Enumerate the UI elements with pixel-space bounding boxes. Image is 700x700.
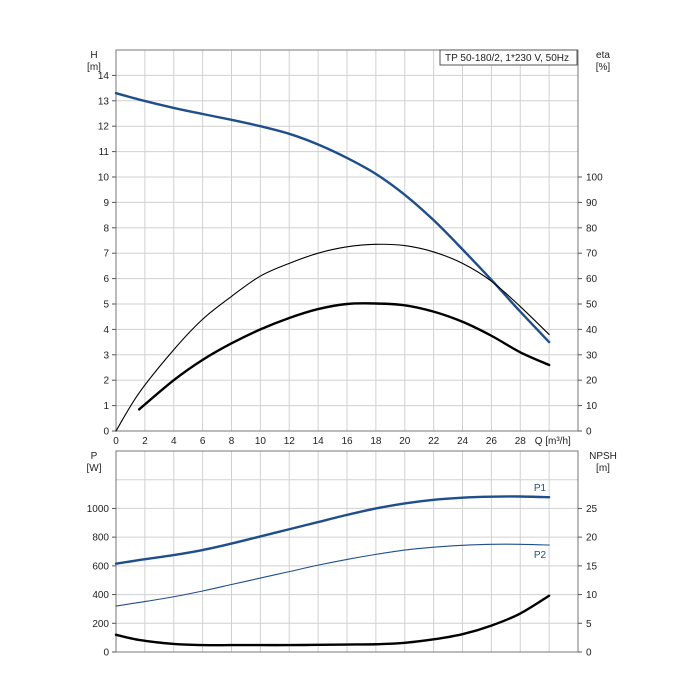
y-right-tick-label: 80 xyxy=(586,223,598,234)
series-line-p2 xyxy=(115,543,550,607)
y-left-tick-label: 7 xyxy=(103,249,109,260)
y-left-tick-label: 4 xyxy=(103,325,109,336)
x-tick-label: 28 xyxy=(515,436,527,447)
chart-title: TP 50-180/2, 1*230 V, 50Hz xyxy=(445,53,569,64)
y-right-tick-label: 0 xyxy=(586,427,592,438)
y-right-tick-label: 5 xyxy=(586,619,592,630)
x-tick-label: 26 xyxy=(486,436,498,447)
y-right-tick-label: 40 xyxy=(586,325,598,336)
grid-layer xyxy=(115,49,579,653)
tick-layer xyxy=(112,74,582,653)
y-right-tick-label: 50 xyxy=(586,300,598,311)
series-layer xyxy=(114,91,551,647)
x-tick-label: 14 xyxy=(313,436,325,447)
y-left-tick-label: 0 xyxy=(103,648,109,659)
y-left-tick-label: 200 xyxy=(92,619,109,630)
x-tick-label: 10 xyxy=(255,436,267,447)
y-left-tick-label: 5 xyxy=(103,300,109,311)
x-tick-label: 4 xyxy=(171,436,177,447)
y-right-tick-label: 60 xyxy=(586,274,598,285)
chart-title-box xyxy=(439,49,578,66)
y-left-axis-unit: [m] xyxy=(87,62,101,73)
series-label-p1: P1 xyxy=(534,483,547,494)
x-tick-label: 20 xyxy=(399,436,411,447)
y-right-axis-label: eta xyxy=(596,50,610,61)
x-tick-label: 0 xyxy=(113,436,119,447)
y-left-tick-label: 0 xyxy=(103,427,109,438)
y-left-tick-label: 400 xyxy=(92,590,109,601)
series-line-c0-s2 xyxy=(137,302,551,411)
frame-layer xyxy=(115,49,579,653)
y-left-tick-label: 1 xyxy=(103,401,109,412)
y-right-tick-label: 25 xyxy=(586,504,598,515)
x-tick-label: 6 xyxy=(200,436,206,447)
y-right-tick-label: 20 xyxy=(586,376,598,387)
y-left-tick-label: 9 xyxy=(103,198,109,209)
x-tick-label: 2 xyxy=(142,436,148,447)
y-right-tick-label: 15 xyxy=(586,561,598,572)
y-left-tick-label: 600 xyxy=(92,561,109,572)
y-left-tick-label: 1000 xyxy=(87,504,110,515)
y-left-tick-label: 10 xyxy=(98,173,110,184)
y-right-tick-label: 70 xyxy=(586,249,598,260)
y-left-tick-label: 6 xyxy=(103,274,109,285)
y-right-tick-label: 20 xyxy=(586,533,598,544)
series-line-c0-s1 xyxy=(115,243,550,432)
y-right-axis-label: NPSH xyxy=(589,451,617,462)
plot-frame xyxy=(115,450,579,653)
series-line-c0-s0 xyxy=(114,91,551,344)
x-tick-label: 12 xyxy=(284,436,296,447)
y-left-tick-label: 8 xyxy=(103,223,109,234)
y-right-axis-unit: [m] xyxy=(596,463,610,474)
y-left-tick-label: 13 xyxy=(98,96,110,107)
y-right-tick-label: 10 xyxy=(586,401,598,412)
series-line-c1-s2 xyxy=(114,594,551,647)
y-left-tick-label: 12 xyxy=(98,122,110,133)
x-tick-label: 18 xyxy=(370,436,382,447)
y-right-tick-label: 90 xyxy=(586,198,598,209)
x-tick-label: 22 xyxy=(428,436,440,447)
y-left-tick-label: 800 xyxy=(92,533,109,544)
y-left-tick-label: 2 xyxy=(103,376,109,387)
x-axis-label: Q [m³/h] xyxy=(535,436,571,447)
y-left-tick-label: 3 xyxy=(103,350,109,361)
y-right-tick-label: 100 xyxy=(586,173,603,184)
x-tick-label: 16 xyxy=(341,436,353,447)
x-tick-label: 24 xyxy=(457,436,469,447)
y-right-tick-label: 30 xyxy=(586,350,598,361)
series-label-p2: P2 xyxy=(534,550,547,561)
series-line-p1 xyxy=(114,495,551,565)
y-right-axis-unit: [%] xyxy=(596,62,611,73)
y-left-axis-label: H xyxy=(90,50,97,61)
y-left-axis-unit: [W] xyxy=(87,463,102,474)
label-layer: 0123456789101112131401020304050607080901… xyxy=(87,50,617,659)
y-right-tick-label: 10 xyxy=(586,590,598,601)
y-left-tick-label: 14 xyxy=(98,71,110,82)
y-right-tick-label: 0 xyxy=(586,648,592,659)
x-tick-label: 8 xyxy=(229,436,235,447)
y-left-tick-label: 11 xyxy=(99,147,110,158)
y-left-axis-label: P xyxy=(91,451,98,462)
plot-frame xyxy=(115,49,579,432)
